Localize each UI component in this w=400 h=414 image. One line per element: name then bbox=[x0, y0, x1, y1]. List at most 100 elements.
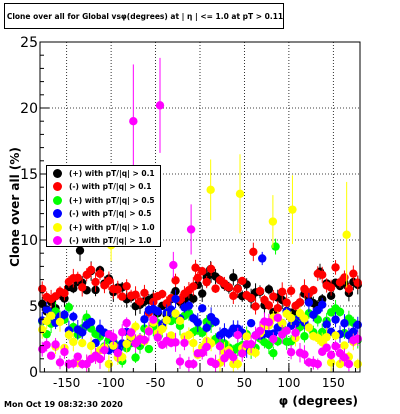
data-point bbox=[269, 292, 278, 301]
data-point bbox=[180, 338, 189, 348]
data-point bbox=[224, 283, 234, 292]
legend-label: (-) with pT/|q| > 0.1 bbox=[69, 182, 152, 191]
data-point bbox=[153, 333, 162, 342]
data-point bbox=[73, 273, 82, 282]
data-point bbox=[331, 263, 340, 272]
data-point bbox=[175, 316, 185, 325]
data-point bbox=[271, 242, 280, 251]
data-point bbox=[318, 300, 327, 309]
data-point bbox=[211, 317, 220, 326]
data-point bbox=[344, 284, 354, 294]
data-point bbox=[113, 285, 122, 294]
y-tick-label: 15 bbox=[20, 167, 38, 183]
data-point bbox=[131, 290, 140, 299]
data-point bbox=[171, 276, 180, 285]
data-point bbox=[233, 284, 242, 294]
data-point bbox=[158, 324, 167, 334]
data-point bbox=[340, 319, 349, 328]
data-point bbox=[193, 318, 202, 327]
data-point bbox=[104, 359, 114, 369]
data-point bbox=[42, 340, 51, 350]
legend-label: (+) with pT/|q| > 0.5 bbox=[69, 196, 155, 205]
data-point bbox=[286, 347, 296, 357]
axes: -150 -100 -50 0 50 100 150 0 5 10 15 20 25 bbox=[20, 35, 361, 390]
data-point bbox=[95, 354, 105, 364]
data-point bbox=[211, 284, 220, 293]
data-point bbox=[55, 358, 65, 367]
data-point bbox=[184, 301, 194, 310]
data-point bbox=[189, 294, 198, 303]
x-axis-label: φ (degrees) bbox=[279, 394, 358, 408]
data-point bbox=[189, 359, 198, 369]
data-point bbox=[69, 359, 78, 368]
data-point bbox=[104, 276, 114, 285]
data-point bbox=[140, 315, 149, 324]
data-point bbox=[171, 309, 180, 318]
data-point bbox=[198, 304, 207, 313]
data-point bbox=[238, 349, 247, 358]
series-1 bbox=[38, 242, 362, 319]
data-point bbox=[242, 332, 251, 341]
data-point bbox=[129, 117, 138, 126]
data-point bbox=[282, 298, 291, 307]
data-point bbox=[60, 289, 69, 298]
data-point bbox=[193, 273, 202, 283]
data-point bbox=[186, 225, 196, 234]
legend-marker bbox=[53, 169, 62, 178]
legend-item: (+) with pT/|q| > 0.1 bbox=[47, 167, 162, 180]
data-point bbox=[300, 314, 309, 323]
data-point bbox=[278, 287, 287, 297]
data-point bbox=[353, 278, 362, 287]
data-point bbox=[344, 359, 354, 369]
data-point bbox=[264, 318, 274, 327]
data-point bbox=[202, 277, 211, 287]
data-point bbox=[286, 286, 296, 296]
legend-marker bbox=[53, 236, 62, 245]
data-point bbox=[211, 359, 220, 369]
data-point bbox=[273, 313, 282, 322]
y-tick-label: 20 bbox=[20, 101, 38, 117]
data-point bbox=[342, 230, 351, 239]
data-point bbox=[322, 320, 331, 329]
timestamp: Mon Oct 19 08:32:30 2020 bbox=[4, 400, 123, 409]
data-point bbox=[286, 313, 296, 323]
legend-item: (-) with pT/|q| > 0.5 bbox=[47, 207, 162, 220]
legend-label: (+) with pT/|q| > 1.0 bbox=[69, 223, 155, 232]
data-point bbox=[135, 297, 145, 306]
data-point bbox=[131, 322, 140, 331]
data-point bbox=[238, 276, 247, 286]
data-point bbox=[78, 283, 87, 292]
data-point bbox=[349, 327, 358, 336]
data-point bbox=[304, 298, 314, 307]
data-point bbox=[313, 359, 322, 369]
data-point bbox=[64, 330, 74, 340]
x-tick-label: -100 bbox=[97, 376, 124, 390]
data-point bbox=[171, 294, 180, 304]
legend-marker bbox=[53, 196, 62, 205]
data-point bbox=[326, 291, 336, 301]
data-point bbox=[162, 315, 171, 325]
data-point bbox=[235, 189, 245, 198]
data-point bbox=[175, 357, 185, 366]
y-tick-label: 5 bbox=[29, 299, 38, 315]
data-point bbox=[75, 246, 85, 255]
legend-item: (+) with pT/|q| > 0.5 bbox=[47, 194, 162, 207]
data-point bbox=[189, 282, 198, 291]
data-point bbox=[229, 273, 238, 282]
data-point bbox=[60, 347, 69, 357]
data-point bbox=[118, 292, 127, 301]
data-point bbox=[69, 284, 78, 293]
data-point bbox=[78, 328, 87, 337]
data-point bbox=[335, 359, 345, 369]
x-tick-label: -50 bbox=[146, 376, 166, 390]
data-point bbox=[246, 293, 256, 303]
data-point bbox=[255, 326, 265, 336]
data-point bbox=[322, 343, 331, 352]
data-point bbox=[202, 323, 211, 333]
data-point bbox=[229, 352, 238, 362]
data-point bbox=[171, 338, 180, 347]
data-point bbox=[326, 283, 336, 292]
data-point bbox=[149, 315, 158, 324]
data-point bbox=[95, 269, 105, 279]
